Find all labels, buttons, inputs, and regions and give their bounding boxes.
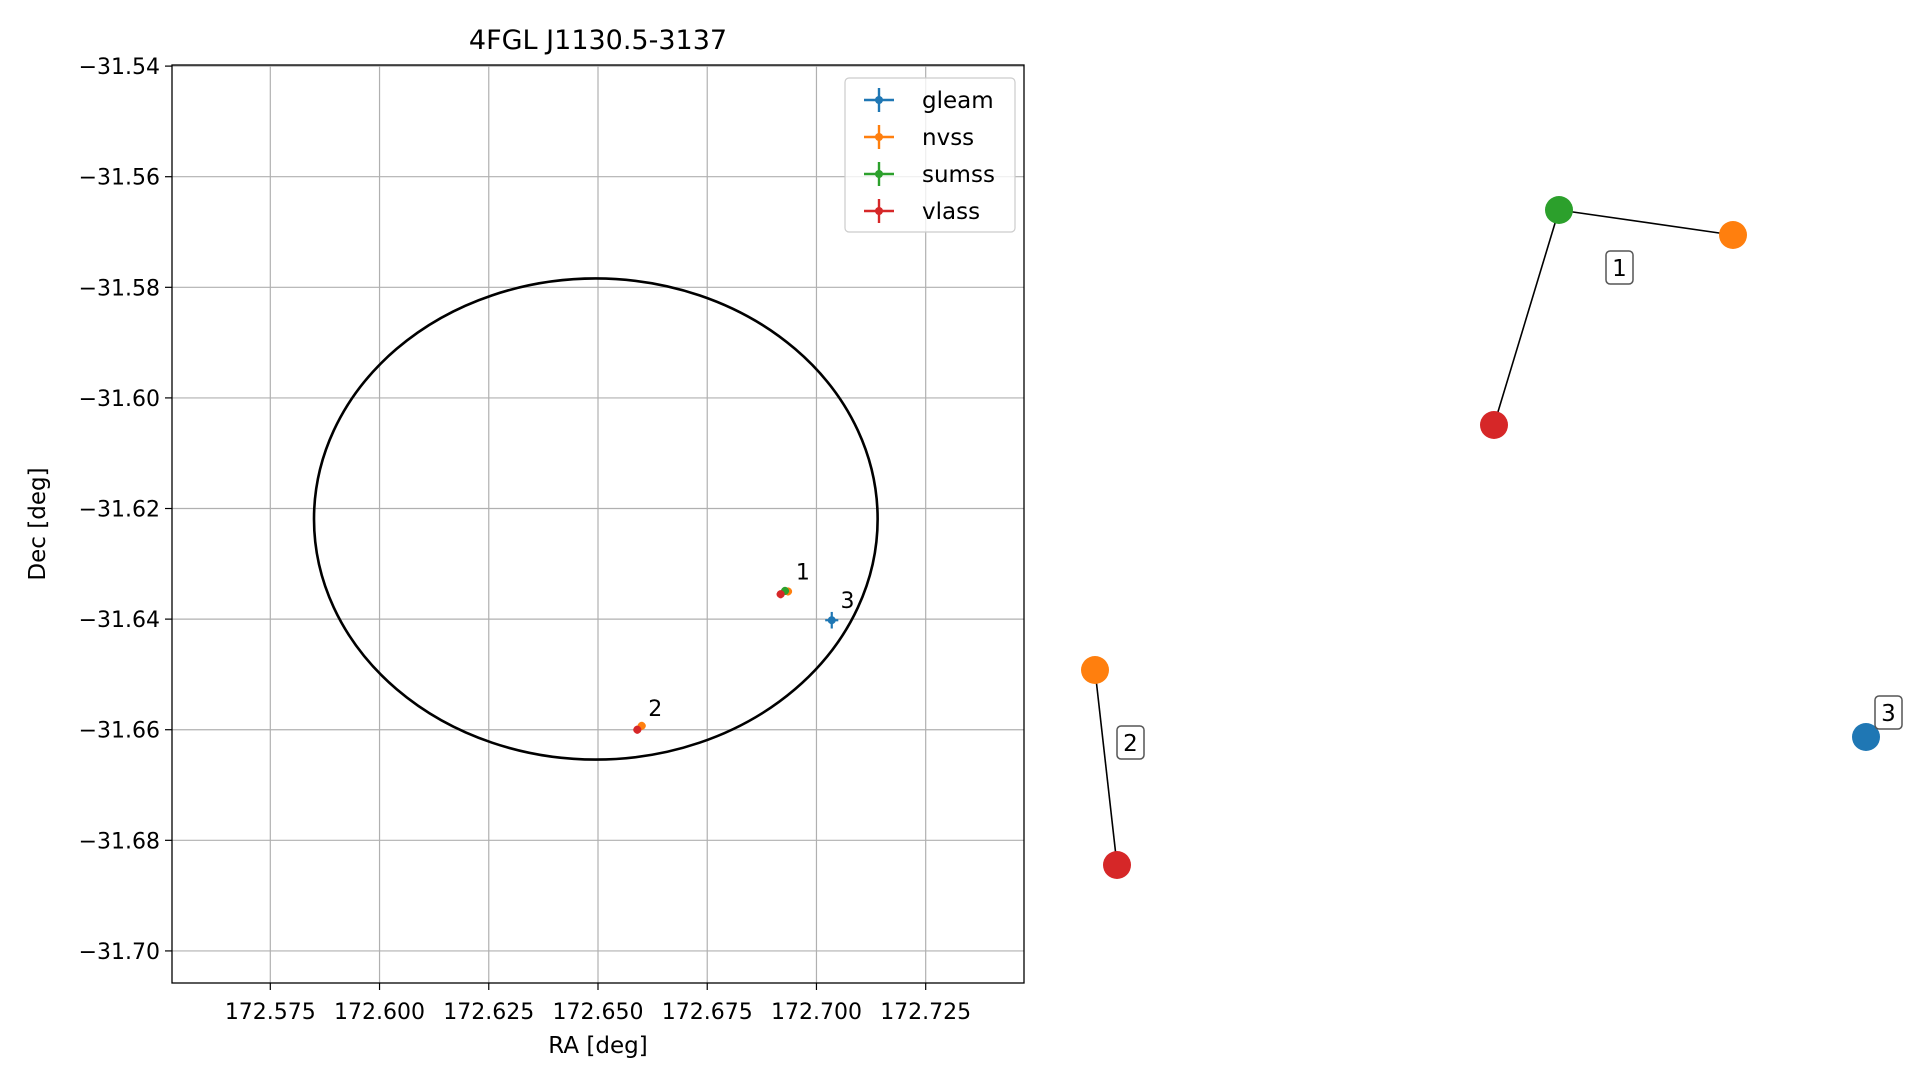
point-vlass [776,590,785,599]
y-tick-label: −31.62 [79,498,160,523]
y-tick-label: −31.54 [79,55,160,80]
annotation-2: 2 [648,697,662,722]
annotation-1: 1 [796,560,810,585]
edge-g1-sumss-vlass [1493,209,1560,426]
x-tick-label: 172.650 [553,1000,644,1025]
x-tick-label: 172.700 [771,1000,862,1025]
group-label-2: 2 [1116,725,1145,760]
network-diagram: 1 2 3 [1081,196,1903,879]
point-vlass [633,725,642,734]
y-tick-label: −31.68 [79,829,160,854]
x-tick-label: 172.725 [880,1000,971,1025]
node-g1-nvss [1719,221,1747,249]
y-tick-label: −31.70 [79,940,160,965]
node-g3-gleam [1852,723,1880,751]
node-g2-nvss [1081,656,1109,684]
x-axis-ticks: 172.575 172.600 172.625 172.650 172.675 172.7… [225,983,971,1025]
y-tick-label: −31.64 [79,608,160,633]
legend-label-gleam: gleam [922,88,994,114]
group-label-3-text: 3 [1881,701,1896,727]
legend: gleam nvss sumss vlass [844,77,1016,233]
group-label-1: 1 [1605,250,1634,285]
node-g2-vlass [1103,851,1131,879]
x-tick-label: 172.575 [225,1000,316,1025]
edge-g1-sumss-nvss [1558,209,1734,236]
legend-marker-vlass [875,207,883,215]
network-edges [1094,209,1734,866]
y-tick-label: −31.60 [79,387,160,412]
group-label-2-text: 2 [1123,731,1138,757]
y-axis-ticks: −31.54 −31.56 −31.58 −31.60 −31.62 −31.64 −31.… [79,55,172,965]
error-ellipse [312,277,879,761]
y-tick-label: −31.56 [79,166,160,191]
marker-vlass [633,725,642,734]
legend-entry-sumss: sumss [864,162,995,188]
legend-box [844,77,1016,233]
scatter-chart: 123 172.575 172.600 172.625 172.650 172.675 1… [25,25,1025,1059]
marker-gleam [827,616,836,625]
data-points [633,586,839,734]
y-axis-label: Dec [deg] [25,467,51,580]
x-tick-label: 172.625 [443,1000,534,1025]
x-tick-label: 172.600 [334,1000,425,1025]
node-g1-sumss [1545,196,1573,224]
marker-vlass [776,590,785,599]
legend-marker-nvss [875,133,883,141]
annotation-3: 3 [840,589,854,614]
legend-label-sumss: sumss [922,162,995,188]
x-axis-label: RA [deg] [548,1033,647,1059]
legend-entry-gleam: gleam [864,88,994,114]
point-annotations: 1 2 3 [648,560,854,722]
legend-entry-vlass: vlass [864,199,980,225]
legend-marker-sumss [875,170,883,178]
point-gleam [825,611,839,629]
y-tick-label: −31.66 [79,719,160,744]
group-labels: 1 2 3 [1116,250,1903,760]
legend-label-nvss: nvss [922,125,974,151]
group-label-3: 3 [1874,695,1903,730]
uncertainty-ellipse [312,277,879,761]
x-tick-label: 172.675 [662,1000,753,1025]
legend-marker-gleam [875,96,883,104]
chart-title: 4FGL J1130.5-3137 [469,25,727,56]
network-nodes [1081,196,1880,879]
edge-g2-nvss-vlass [1094,669,1118,866]
legend-entry-nvss: nvss [864,125,974,151]
legend-label-vlass: vlass [922,199,980,225]
group-label-1-text: 1 [1612,256,1627,282]
y-tick-label: −31.58 [79,276,160,301]
node-g1-vlass [1480,411,1508,439]
